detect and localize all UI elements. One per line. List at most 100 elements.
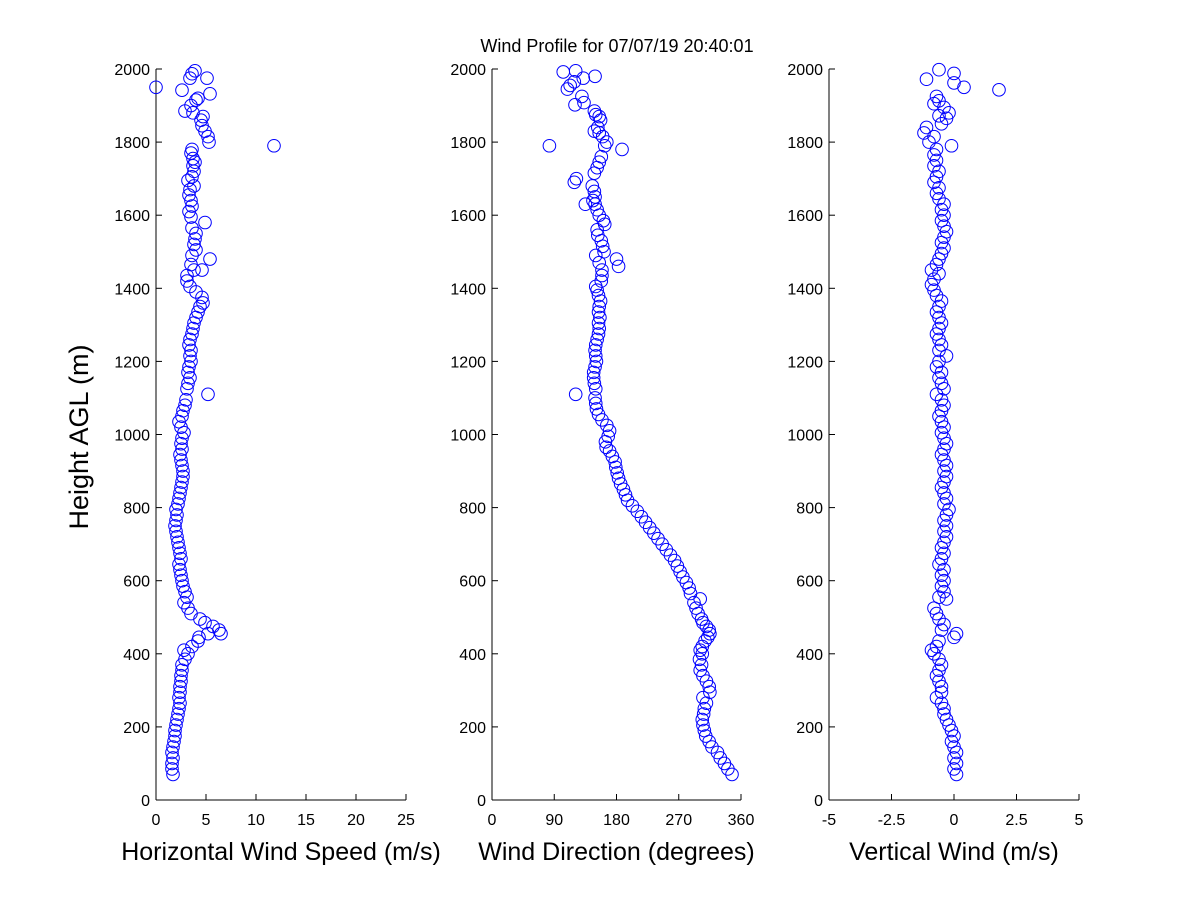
data-point (589, 402, 604, 416)
x-tick-label: -2.5 (878, 812, 906, 829)
data-point (944, 138, 959, 153)
data-point (186, 106, 200, 120)
y-tick-label: 600 (123, 574, 150, 591)
data-point (175, 409, 189, 424)
data-point (563, 78, 577, 93)
data-point (174, 674, 188, 689)
data-point (194, 113, 208, 127)
data-point (942, 502, 956, 517)
data-point (597, 244, 611, 259)
data-point (173, 679, 187, 694)
data-point (169, 513, 183, 528)
x-tick-label: 20 (347, 812, 365, 829)
data-point (176, 403, 190, 418)
data-point (588, 338, 603, 352)
data-point (934, 392, 949, 407)
data-point (924, 263, 939, 277)
data-point (203, 87, 217, 101)
data-point (174, 551, 188, 566)
data-point (173, 546, 187, 561)
data-point (556, 65, 571, 79)
data-point (937, 617, 951, 632)
x-tick-label: 25 (397, 812, 415, 829)
y-tick-label: 400 (459, 647, 486, 664)
data-point (568, 64, 583, 78)
data-point (932, 108, 946, 123)
data-point (591, 305, 606, 319)
data-point (634, 509, 649, 524)
data-point (176, 464, 190, 478)
data-point (182, 360, 196, 374)
data-point (168, 723, 182, 738)
data-point (947, 66, 961, 81)
data-point (175, 663, 189, 678)
data-point (172, 541, 186, 555)
data-point (593, 310, 607, 325)
y-tick-label: 2000 (450, 62, 486, 79)
data-point (175, 83, 189, 97)
data-point (927, 272, 941, 286)
x-tick-label: 0 (488, 812, 497, 829)
data-point (182, 188, 196, 202)
data-point (171, 707, 185, 721)
data-point (588, 382, 603, 396)
data-point (697, 701, 712, 716)
data-point (178, 398, 192, 413)
data-point (183, 332, 197, 347)
data-point (949, 626, 964, 641)
data-point (699, 619, 714, 634)
data-point (587, 376, 602, 391)
data-point (165, 756, 179, 771)
data-point (165, 745, 179, 760)
data-point (924, 643, 939, 657)
data-point (193, 299, 207, 314)
y-tick-label: 1800 (450, 135, 486, 152)
data-point (185, 221, 199, 235)
data-point (591, 327, 606, 341)
data-point (932, 354, 946, 369)
data-point (689, 601, 703, 615)
vertical-wind-panel: 0 200 400 600 800 1000 1200 1400 1600 1800 2000 -5 -… (787, 62, 1083, 866)
data-point (591, 407, 606, 422)
data-point (172, 690, 186, 705)
data-point (585, 179, 600, 193)
y-tick-label: 1000 (450, 428, 486, 445)
y-tick-label: 1600 (114, 208, 150, 225)
data-point (588, 360, 602, 374)
data-point (588, 248, 603, 263)
data-point (560, 82, 575, 96)
x-axis-label: Vertical Wind (m/s) (849, 838, 1059, 866)
data-point (592, 155, 607, 170)
data-point (932, 180, 946, 195)
data-point (939, 592, 954, 606)
data-point (169, 502, 183, 517)
data-point (203, 252, 217, 266)
x-axis-label: Wind Direction (degrees) (478, 838, 755, 866)
data-point (934, 117, 949, 131)
data-point (587, 184, 602, 199)
data-point (694, 657, 709, 672)
data-point (172, 557, 186, 572)
data-point (922, 135, 936, 149)
data-point (588, 279, 603, 294)
data-point (175, 442, 189, 456)
data-point (696, 690, 710, 705)
data-point (184, 193, 198, 208)
data-point (932, 266, 946, 281)
y-tick-label: 1600 (787, 208, 823, 225)
y-tick-label: 400 (123, 647, 150, 664)
data-point (919, 72, 934, 87)
data-point (166, 740, 180, 754)
y-tick-label: 400 (796, 647, 823, 664)
y-tick-label: 1400 (114, 281, 150, 298)
data-point (630, 504, 645, 519)
data-point (170, 530, 184, 544)
data-point (184, 354, 198, 369)
data-point (180, 382, 194, 396)
data-point (185, 327, 199, 341)
data-point (567, 74, 582, 89)
data-point (591, 120, 605, 135)
data-point (173, 486, 187, 500)
data-point (929, 387, 944, 402)
data-point (175, 458, 189, 473)
